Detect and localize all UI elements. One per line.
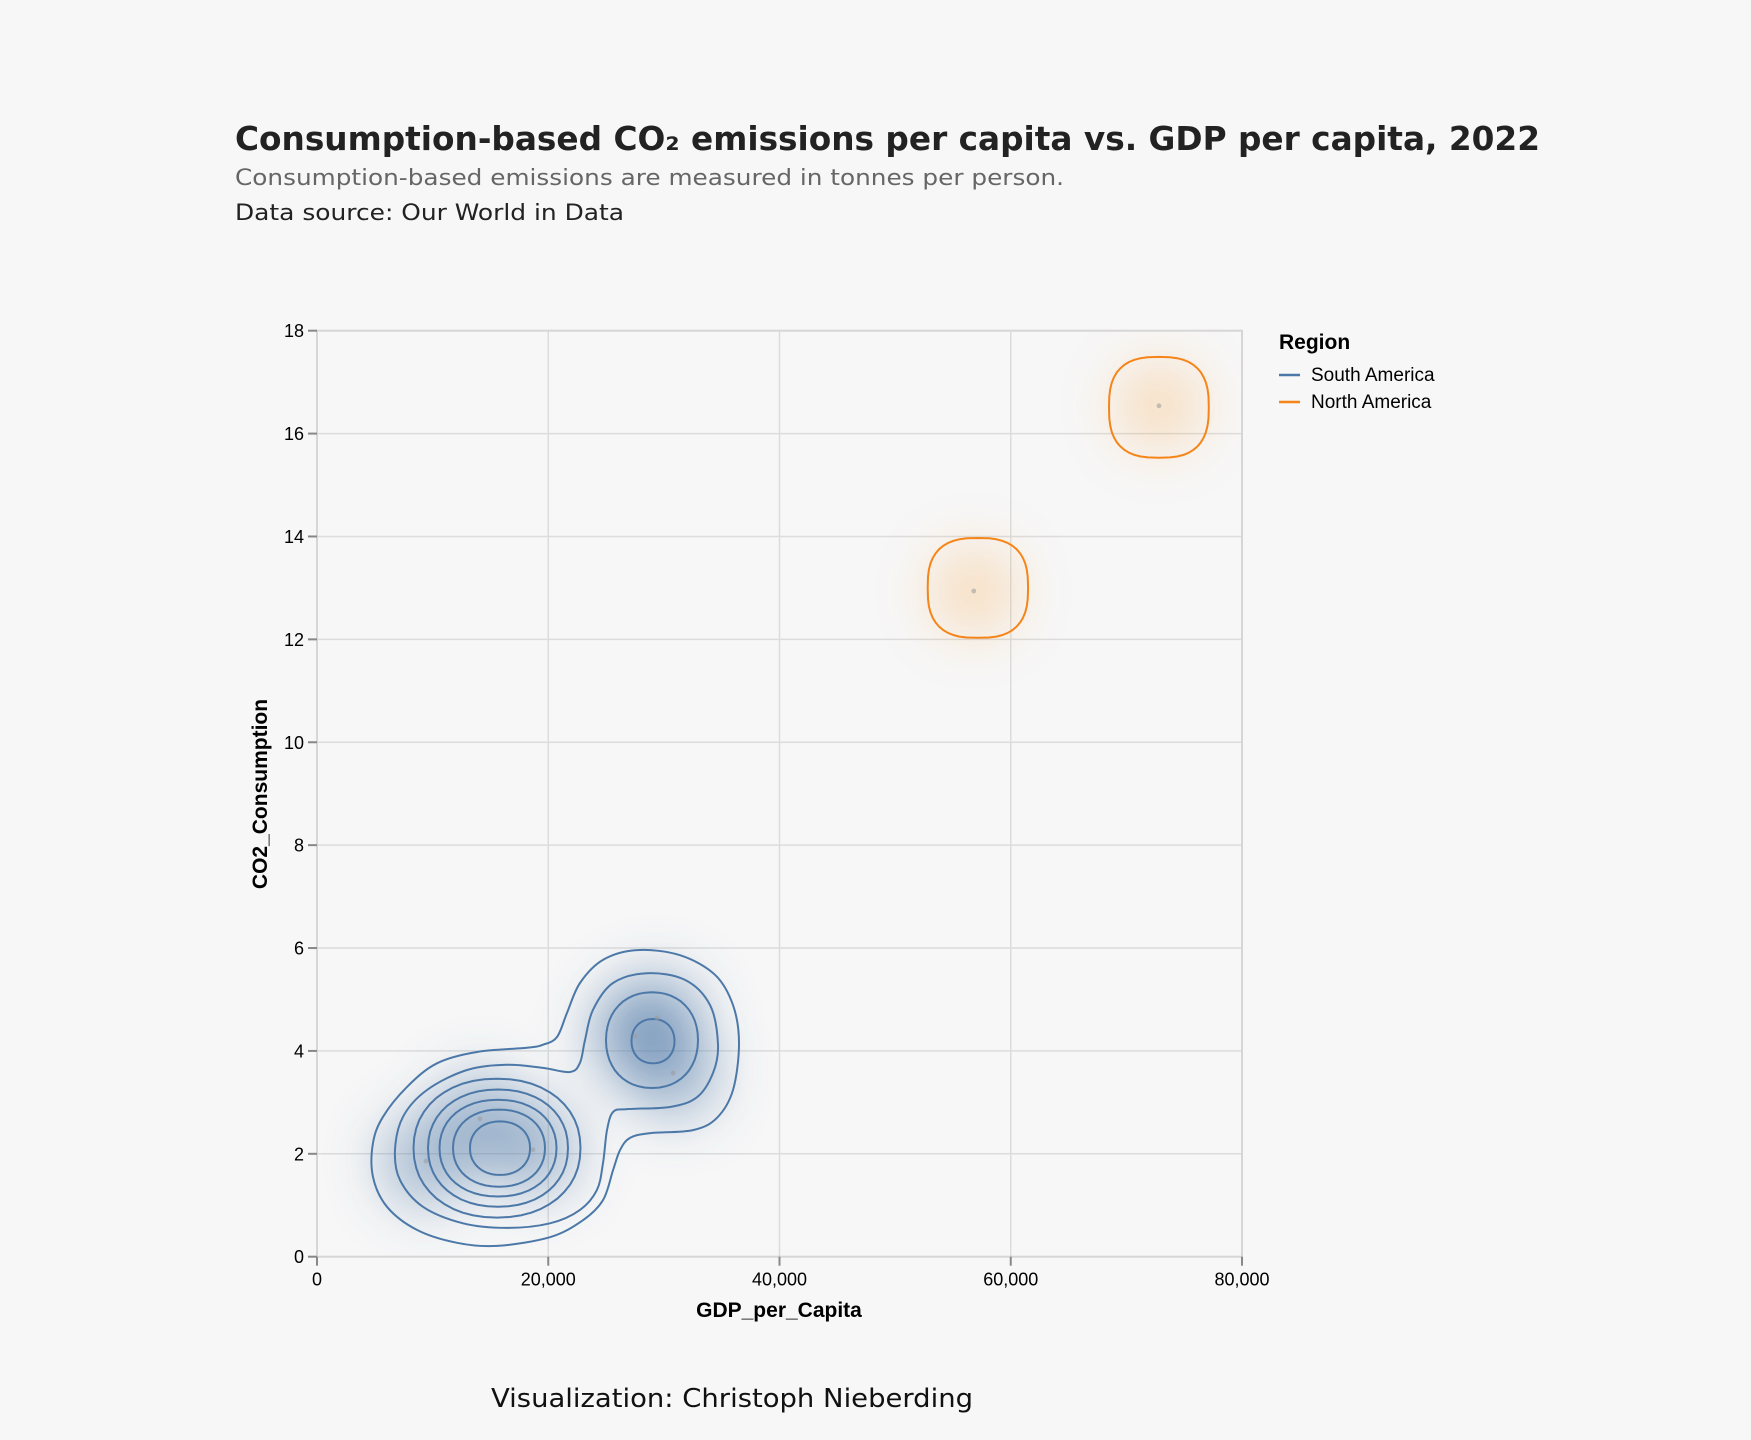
legend-title: Region (1279, 331, 1350, 354)
contour-south-america-level-3 (412, 1077, 582, 1219)
x-tick-label: 0 (312, 1270, 322, 1290)
contour-south-america-level-3 (605, 991, 699, 1089)
data-points (423, 403, 1162, 1164)
data-source: Data source: Our World in Data (235, 201, 624, 226)
data-point-south-america[interactable] (477, 1116, 483, 1122)
data-point-south-america[interactable] (530, 1147, 536, 1153)
x-tick-label: 20,000 (521, 1270, 576, 1290)
x-tick-label: 40,000 (752, 1270, 807, 1290)
y-tick-label: 0 (294, 1247, 304, 1267)
y-axis-title: CO2_Consumption (249, 699, 272, 889)
contour-south-america-level-4 (427, 1088, 569, 1208)
contour-south-america-level-1 (370, 948, 740, 1248)
data-point-north-america[interactable] (971, 588, 977, 594)
data-point-south-america[interactable] (670, 1070, 676, 1076)
y-tick-label: 12 (284, 630, 304, 650)
contour-north-america-level-1 (1108, 355, 1210, 459)
contour-south-america-level-4 (630, 1018, 676, 1065)
contour-south-america-level-7 (469, 1120, 531, 1176)
data-point-south-america[interactable] (654, 1015, 660, 1021)
contour-north-america-level-1 (926, 537, 1030, 639)
y-tick-label: 14 (284, 527, 304, 547)
chart-subtitle: Consumption-based emissions are measured… (235, 166, 1064, 191)
visualization-credit: Visualization: Christoph Nieberding (491, 1384, 973, 1414)
contour-south-america-level-5 (438, 1098, 558, 1198)
data-point-south-america[interactable] (423, 1158, 429, 1164)
chart-title: Consumption-based CO₂ emissions per capi… (235, 119, 1540, 158)
legend-label-south-america: South America (1311, 365, 1435, 386)
density-contours (370, 355, 1210, 1248)
contour-south-america-level-6 (452, 1108, 546, 1188)
y-axis: 0 2 4 6 8 10 12 14 16 18 (284, 321, 317, 1267)
x-axis-title: GDP_per_Capita (696, 1299, 862, 1322)
y-tick-label: 10 (284, 733, 304, 753)
y-tick-label: 18 (284, 321, 304, 341)
legend-item-north-america[interactable]: North America (1279, 392, 1432, 413)
plot-area (316, 329, 1243, 1258)
x-tick-label: 80,000 (1214, 1270, 1269, 1290)
data-point-north-america[interactable] (1156, 403, 1162, 409)
data-point-south-america[interactable] (632, 1033, 638, 1039)
legend-item-south-america[interactable]: South America (1279, 365, 1435, 386)
y-tick-label: 2 (294, 1144, 304, 1164)
y-tick-label: 6 (294, 939, 304, 959)
y-tick-label: 4 (294, 1041, 304, 1061)
legend-label-north-america: North America (1311, 392, 1432, 413)
legend: Region South America North America (1279, 331, 1435, 413)
y-tick-label: 16 (284, 424, 304, 444)
x-tick-label: 60,000 (983, 1270, 1038, 1290)
contour-south-america-level-2 (393, 972, 720, 1229)
x-axis: 0 20,000 40,000 60,000 80,000 (312, 1256, 1270, 1290)
y-tick-label: 8 (294, 836, 304, 856)
